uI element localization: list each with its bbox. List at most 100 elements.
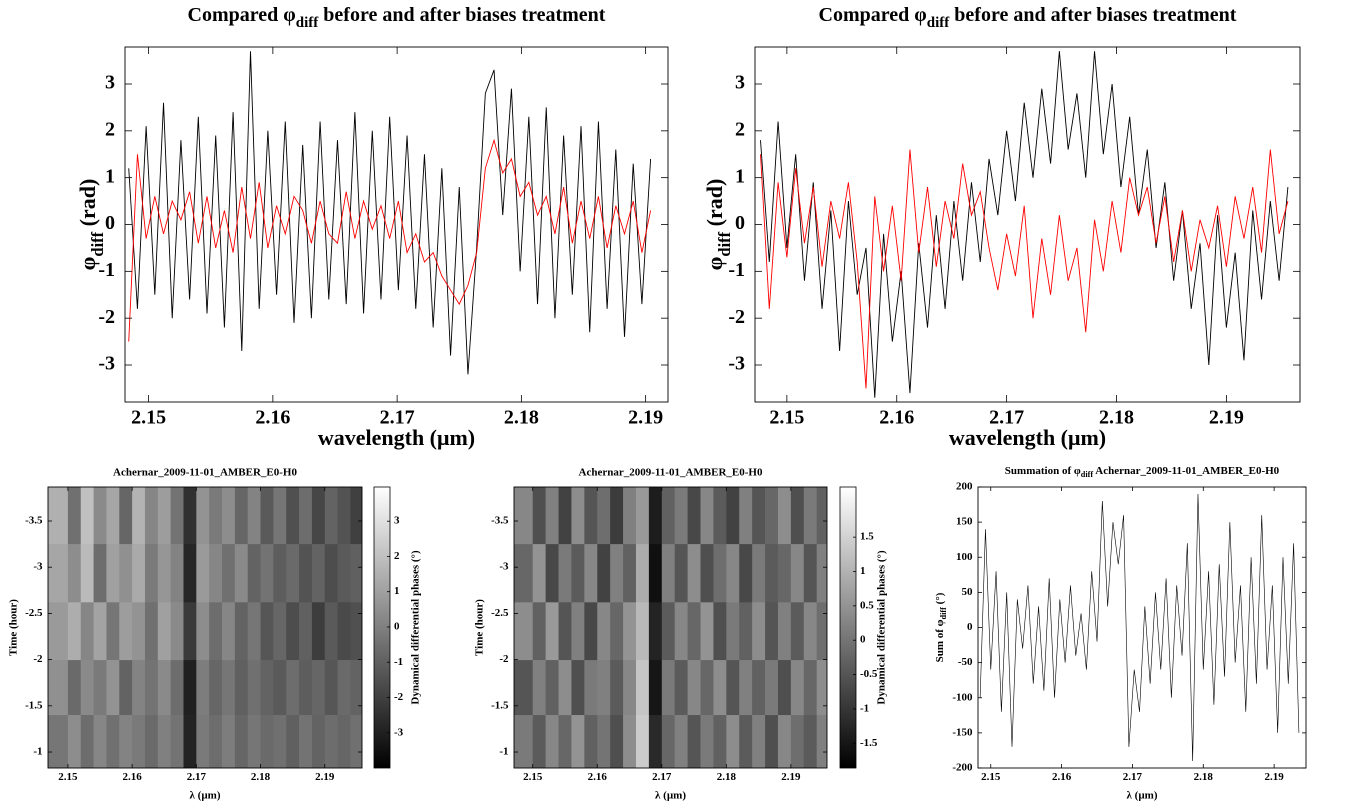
label-part: Compared φ xyxy=(819,4,927,26)
heatmap-cell xyxy=(739,602,753,661)
heatmap-cell xyxy=(222,602,236,661)
x-tick-label: 2.18 xyxy=(1194,771,1214,783)
y-tick-label: 1 xyxy=(105,165,115,187)
heatmap-cell xyxy=(80,487,94,545)
heatmap-cell xyxy=(726,660,740,716)
y-tick-label: -3 xyxy=(499,561,509,573)
colorbar-tick-label: 0.5 xyxy=(860,599,874,611)
heatmap-cell xyxy=(648,660,663,716)
heatmap-cell xyxy=(674,602,689,661)
plot-area xyxy=(978,487,1306,768)
heatmap-cell xyxy=(752,715,766,768)
label-part: Sum of φ xyxy=(934,619,946,662)
heatmap-cell xyxy=(803,602,818,661)
colorbar-tick-label: 1.5 xyxy=(860,531,874,543)
heatmap-cell xyxy=(713,487,727,545)
heatmap-cell xyxy=(324,544,338,603)
heatmap-cell xyxy=(777,544,792,603)
heatmap-cell xyxy=(170,487,184,545)
colorbar-tick-label: -2 xyxy=(394,691,404,703)
heatmap-cell xyxy=(532,715,547,768)
x-axis-label: wavelength (μm) xyxy=(949,425,1106,450)
heatmap-cell xyxy=(610,487,624,545)
heatmap-cell xyxy=(286,544,300,603)
y-tick-label: 2 xyxy=(735,118,745,140)
heatmap-cell xyxy=(106,660,120,716)
heatmap-cell xyxy=(803,487,818,545)
heatmap-cell xyxy=(726,715,740,768)
heatmap-cell xyxy=(209,715,223,768)
x-tick-label: 2.17 xyxy=(1123,771,1143,783)
y-axis-label: Time (hour) xyxy=(8,599,20,656)
y-tick-label: -1 xyxy=(98,259,115,281)
heatmap-cell xyxy=(635,715,650,768)
y-tick-label: 0 xyxy=(967,621,973,633)
heatmap-cell xyxy=(324,602,338,661)
heatmap-cell xyxy=(48,602,69,661)
heatmap-cell xyxy=(558,602,572,661)
heatmap-cell xyxy=(260,487,274,545)
heatmap-cell xyxy=(777,715,792,768)
heatmap-cell xyxy=(67,715,82,768)
heatmap-cell xyxy=(700,602,714,661)
heatmap-cell xyxy=(571,602,585,661)
heatmap-cell xyxy=(132,487,146,545)
heatmap-cell xyxy=(132,544,146,603)
x-tick-label: 2.19 xyxy=(1264,771,1284,783)
heatmap-cell xyxy=(286,660,300,716)
heatmap-cell xyxy=(545,602,559,661)
heatmap-cell xyxy=(196,602,210,661)
heatmap-cell xyxy=(584,660,598,716)
colorbar xyxy=(373,486,391,769)
x-tick-label: 2.16 xyxy=(588,771,608,783)
y-tick-label: 150 xyxy=(956,516,973,528)
heatmap-cell xyxy=(48,715,69,768)
y-tick-label: 2 xyxy=(105,118,115,140)
heatmap-cell xyxy=(610,544,624,603)
heatmap-cell xyxy=(713,544,727,603)
heatmap-cell xyxy=(48,544,69,603)
heatmap-cell xyxy=(752,660,766,716)
heatmap-cell xyxy=(571,660,585,716)
heatmap-cell xyxy=(247,544,261,603)
heatmap-cell xyxy=(234,602,249,661)
heatmap-cell xyxy=(209,487,223,545)
heatmap-cell xyxy=(324,487,338,545)
heatmap-cell xyxy=(157,660,172,716)
label-part: (rad) xyxy=(75,179,100,232)
heatmap-cell xyxy=(273,487,287,545)
colorbar-tick-label: 1 xyxy=(860,565,866,577)
y-tick-label: -3 xyxy=(33,561,43,573)
heatmap-cell xyxy=(67,544,82,603)
y-axis-label: Sum of φdiff (°) xyxy=(934,592,949,662)
heatmap-cell xyxy=(752,487,766,545)
colorbar-tick-label: -1 xyxy=(394,656,403,668)
chart-title: Achernar_2009-11-01_AMBER_E0-H0 xyxy=(113,467,297,479)
heatmap-cell xyxy=(687,660,701,716)
y-tick-label: 0 xyxy=(735,212,745,234)
heatmap-cell xyxy=(209,602,223,661)
heatmap-cell xyxy=(790,544,805,603)
heatmap-cell xyxy=(170,602,184,661)
heatmap-cell xyxy=(674,660,689,716)
x-tick-label: 2.15 xyxy=(769,407,804,429)
heatmap-cell xyxy=(350,487,362,545)
heatmap-cell xyxy=(558,544,572,603)
x-axis-label: λ (µm) xyxy=(655,790,686,802)
colorbar-tick-label: -1 xyxy=(860,702,869,714)
heatmap-cell xyxy=(700,544,714,603)
label-part: before and after biases treatment xyxy=(318,4,606,26)
heatmap-cell xyxy=(337,715,351,768)
heatmap-cell xyxy=(765,487,779,545)
heatmap-cell xyxy=(571,715,585,768)
x-tick-label: 2.17 xyxy=(989,407,1024,429)
heatmap-cell xyxy=(170,715,184,768)
heatmap-cell xyxy=(144,660,159,716)
heatmap-cell xyxy=(234,715,249,768)
heatmap-cell xyxy=(623,544,637,603)
heatmap-cell xyxy=(700,660,714,716)
axes-box xyxy=(47,486,363,769)
heatmap-cell xyxy=(687,487,701,545)
label-part: (°) xyxy=(934,592,946,607)
heatmap-cell xyxy=(67,487,82,545)
